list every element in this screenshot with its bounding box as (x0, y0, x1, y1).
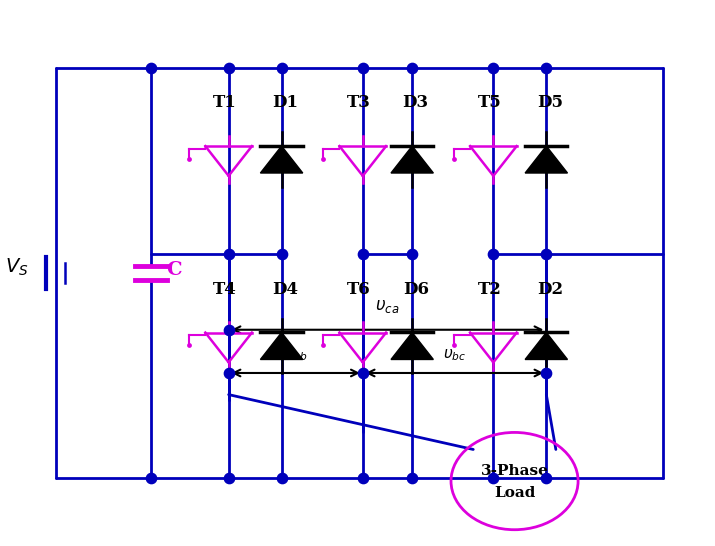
Text: T1: T1 (213, 94, 237, 111)
Point (223, 369, 235, 377)
Point (448, 341, 460, 350)
Point (357, 474, 368, 483)
Text: D3: D3 (403, 94, 429, 111)
Text: D5: D5 (537, 94, 563, 111)
Point (276, 474, 287, 483)
Polygon shape (525, 333, 568, 359)
Text: D1: D1 (272, 94, 298, 111)
Point (276, 63, 287, 72)
Point (183, 155, 194, 163)
Polygon shape (391, 333, 433, 359)
Text: C: C (166, 262, 182, 280)
Point (488, 250, 499, 258)
Point (541, 474, 552, 483)
Polygon shape (260, 146, 302, 173)
Point (406, 250, 418, 258)
Polygon shape (391, 146, 433, 173)
Point (145, 474, 157, 483)
Point (145, 63, 157, 72)
Text: D6: D6 (403, 281, 429, 298)
Text: T4: T4 (213, 281, 237, 298)
Polygon shape (260, 333, 302, 359)
Point (357, 63, 368, 72)
Point (276, 250, 287, 258)
Point (357, 369, 368, 377)
Point (406, 63, 418, 72)
Text: D4: D4 (272, 281, 298, 298)
Point (223, 250, 235, 258)
Text: 3-Phase: 3-Phase (480, 464, 548, 478)
Point (223, 474, 235, 483)
Text: D2: D2 (537, 281, 563, 298)
Point (317, 341, 329, 350)
Point (317, 155, 329, 163)
Point (223, 63, 235, 72)
Point (223, 325, 235, 334)
Text: $\upsilon_{bc}$: $\upsilon_{bc}$ (443, 348, 466, 363)
Text: Load: Load (494, 486, 536, 500)
Text: T5: T5 (478, 94, 502, 111)
Text: $V_S$: $V_S$ (5, 257, 29, 278)
Point (448, 155, 460, 163)
Point (488, 474, 499, 483)
Text: $\upsilon_{ca}$: $\upsilon_{ca}$ (375, 298, 400, 314)
Text: T6: T6 (347, 281, 371, 298)
Point (541, 250, 552, 258)
Polygon shape (525, 146, 568, 173)
Point (406, 474, 418, 483)
Point (541, 369, 552, 377)
Text: T3: T3 (347, 94, 371, 111)
Point (357, 250, 368, 258)
Text: T2: T2 (478, 281, 502, 298)
Point (488, 63, 499, 72)
Point (183, 341, 194, 350)
Text: $\upsilon_{ab}$: $\upsilon_{ab}$ (284, 348, 307, 363)
Point (541, 63, 552, 72)
